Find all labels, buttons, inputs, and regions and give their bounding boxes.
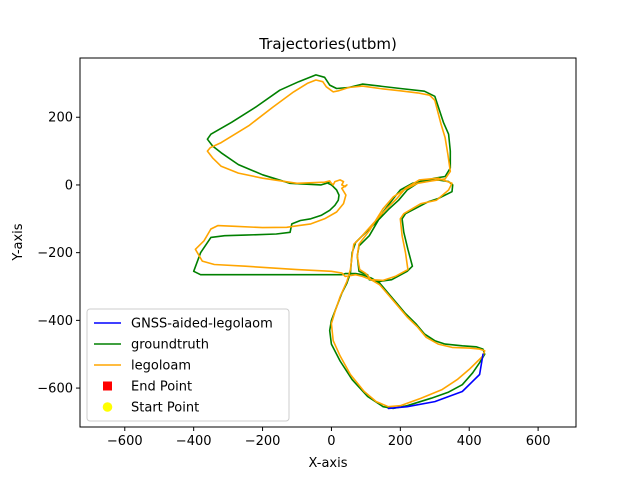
y-tick-label: 0 bbox=[65, 178, 73, 193]
series-line-gnss-aided-legolaom bbox=[387, 353, 484, 410]
y-tick-label: −600 bbox=[37, 382, 73, 397]
plot-frame bbox=[79, 57, 577, 428]
y-tick-label: −400 bbox=[37, 314, 73, 329]
series-line-legoloam bbox=[194, 79, 486, 408]
x-tick-label: 600 bbox=[526, 434, 551, 449]
x-axis-label: X-axis bbox=[309, 456, 348, 471]
y-axis-ticks: −600 −400 −200 0 200 bbox=[37, 111, 80, 397]
x-tick-label: 0 bbox=[327, 434, 335, 449]
legend-symbol-end-point bbox=[103, 381, 112, 391]
legend-label: End Point bbox=[131, 380, 192, 395]
y-axis-label: Y-axis bbox=[11, 223, 26, 261]
legend-box bbox=[86, 308, 290, 422]
trajectory-traces bbox=[192, 74, 486, 410]
y-tick-label: 200 bbox=[48, 111, 73, 126]
x-tick-label: 200 bbox=[388, 434, 413, 449]
legend-label: groundtruth bbox=[131, 338, 209, 353]
x-tick-label: −600 bbox=[107, 434, 143, 449]
legend-label: Start Point bbox=[131, 401, 199, 416]
legend-label: legoloam bbox=[131, 359, 191, 374]
legend-label: GNSS-aided-legolaom bbox=[131, 317, 273, 332]
legend: GNSS-aided-legolaom groundtruth legoloam En… bbox=[86, 308, 290, 422]
x-tick-label: −200 bbox=[245, 434, 281, 449]
x-tick-label: −400 bbox=[176, 434, 212, 449]
x-axis-ticks: −600 −400 −200 0 200 400 600 bbox=[107, 427, 551, 449]
legend-symbol-start-point bbox=[102, 402, 113, 412]
y-tick-label: −200 bbox=[37, 246, 73, 261]
x-tick-label: 400 bbox=[457, 434, 482, 449]
chart-title: Trajectories(utbm) bbox=[258, 35, 397, 53]
